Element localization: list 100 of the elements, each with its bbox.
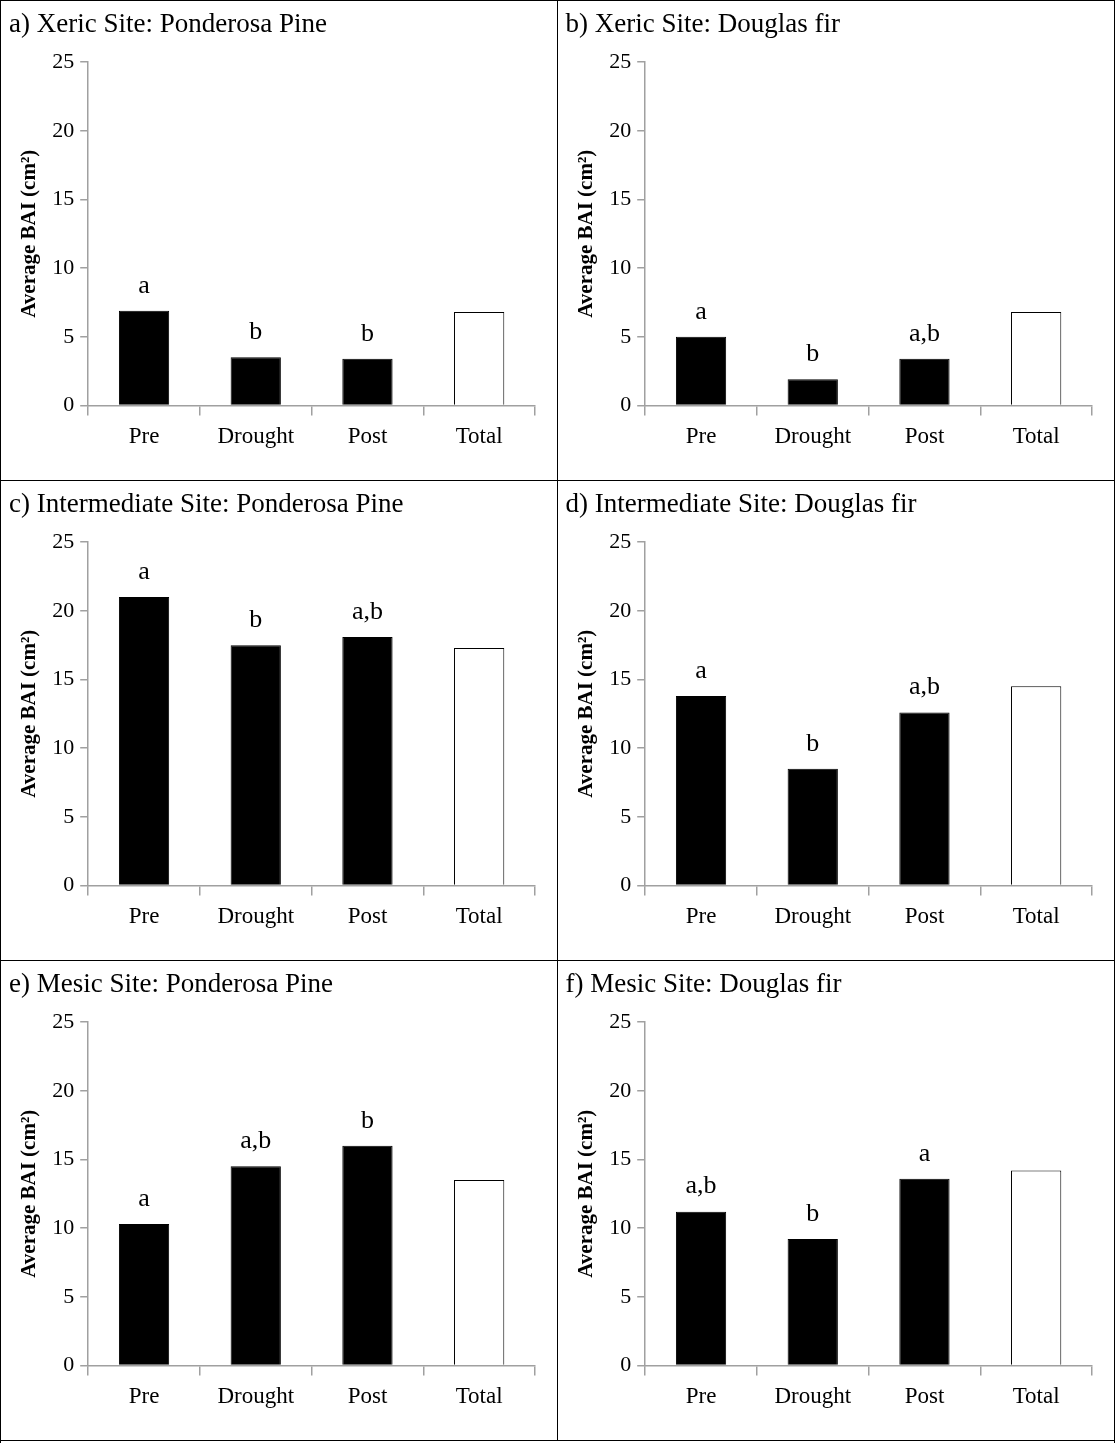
x-tick-label: Post: [347, 1383, 388, 1409]
x-tick-label: Drought: [773, 1383, 852, 1409]
annotation: a,b: [240, 1125, 272, 1155]
y-tick-label: 0: [63, 391, 75, 417]
bar: [898, 358, 950, 405]
y-tick-label: 15: [52, 665, 75, 691]
x-tick-label: Post: [347, 903, 388, 929]
chart-title: a) Xeric Site: Ponderosa Pine: [9, 7, 328, 39]
bar: [342, 1145, 393, 1365]
bar: [675, 336, 726, 405]
y-axis-title: Average BAI (cm²): [572, 149, 597, 318]
bar: [675, 1211, 726, 1365]
x-tick-label: Total: [455, 423, 503, 449]
annotation: b: [249, 316, 263, 346]
bar: [118, 310, 170, 405]
x-tick-label: Pre: [128, 1383, 160, 1409]
y-tick-label: 25: [608, 1007, 631, 1033]
x-tick-label: Post: [904, 1383, 945, 1409]
annotation: a,b: [351, 595, 383, 625]
bar: [898, 1178, 950, 1365]
annotation: a: [694, 295, 707, 325]
y-tick-label: 20: [52, 1076, 75, 1102]
y-tick-label: 25: [52, 527, 75, 553]
x-tick-label: Post: [904, 903, 945, 929]
y-tick-label: 25: [608, 47, 631, 73]
y-tick-label: 0: [619, 1351, 631, 1377]
chart-title: c) Intermediate Site: Ponderosa Pine: [9, 487, 405, 519]
y-tick-label: 20: [608, 1076, 631, 1102]
y-tick-label: 15: [608, 1145, 631, 1171]
bar: [230, 357, 281, 405]
y-axis-title: Average BAI (cm²): [16, 629, 41, 798]
y-axis-title: Average BAI (cm²): [572, 629, 597, 798]
y-tick-label: 10: [52, 733, 75, 759]
x-tick-label: Pre: [128, 903, 160, 929]
x-tick-label: Pre: [685, 423, 716, 449]
x-tick-label: Total: [1012, 423, 1060, 449]
y-tick-label: 5: [619, 802, 631, 828]
bar: [342, 636, 393, 885]
x-tick-label: Drought: [773, 903, 852, 929]
y-tick-label: 5: [63, 1282, 75, 1308]
bar: [230, 645, 281, 885]
annotation: a: [138, 555, 151, 585]
y-axis-title: Average BAI (cm²): [16, 1109, 41, 1278]
annotation: a: [138, 1182, 151, 1212]
x-tick-label: Drought: [217, 903, 295, 929]
annotation: a: [138, 269, 151, 299]
bar: [898, 712, 950, 885]
bar: [787, 768, 838, 885]
y-tick-label: 20: [608, 116, 631, 142]
x-tick-label: Pre: [128, 423, 160, 449]
annotation: b: [805, 1197, 819, 1227]
annotation: b: [360, 317, 374, 347]
annotation: b: [805, 338, 819, 368]
x-tick-label: Post: [347, 423, 388, 449]
annotation: a,b: [908, 671, 940, 701]
x-tick-label: Total: [455, 1383, 503, 1409]
annotation: a,b: [908, 317, 940, 347]
y-tick-label: 5: [63, 322, 75, 348]
bar: [787, 379, 838, 405]
y-tick-label: 25: [52, 47, 75, 73]
bar: [787, 1239, 838, 1365]
bar: [118, 1224, 170, 1365]
chart-title: d) Intermediate Site: Douglas fir: [565, 487, 918, 519]
annotation: a: [694, 654, 707, 684]
annotation: b: [805, 727, 819, 757]
y-tick-label: 0: [63, 871, 75, 897]
y-tick-label: 0: [619, 391, 631, 417]
y-tick-label: 20: [608, 596, 631, 622]
x-tick-label: Pre: [685, 1383, 716, 1409]
x-tick-label: Total: [455, 903, 503, 929]
y-tick-label: 5: [63, 802, 75, 828]
y-axis-title: Average BAI (cm²): [16, 149, 41, 318]
y-tick-label: 15: [608, 665, 631, 691]
y-tick-label: 15: [52, 1145, 75, 1171]
bar: [342, 358, 393, 405]
y-tick-label: 15: [52, 185, 75, 211]
chart-title: e) Mesic Site: Ponderosa Pine: [9, 967, 334, 999]
bar: [118, 597, 170, 885]
bar: [230, 1166, 281, 1365]
chart-title: f) Mesic Site: Douglas fir: [565, 967, 843, 999]
bar: [675, 695, 726, 885]
y-tick-label: 10: [52, 1213, 75, 1239]
y-axis-title: Average BAI (cm²): [572, 1109, 597, 1278]
y-tick-label: 10: [608, 1213, 631, 1239]
y-tick-label: 5: [619, 322, 631, 348]
x-tick-label: Total: [1012, 1383, 1060, 1409]
y-tick-label: 0: [619, 871, 631, 897]
y-tick-label: 10: [52, 253, 75, 279]
x-tick-label: Drought: [217, 1383, 295, 1409]
x-tick-label: Pre: [685, 903, 716, 929]
y-tick-label: 20: [52, 596, 75, 622]
x-tick-label: Drought: [773, 423, 852, 449]
y-tick-label: 25: [608, 527, 631, 553]
y-tick-label: 25: [52, 1007, 75, 1033]
annotation: a,b: [685, 1170, 717, 1200]
annotation: b: [249, 603, 263, 633]
y-tick-label: 10: [608, 253, 631, 279]
y-tick-label: 10: [608, 733, 631, 759]
y-tick-label: 20: [52, 116, 75, 142]
chart-title: b) Xeric Site: Douglas fir: [565, 7, 841, 39]
